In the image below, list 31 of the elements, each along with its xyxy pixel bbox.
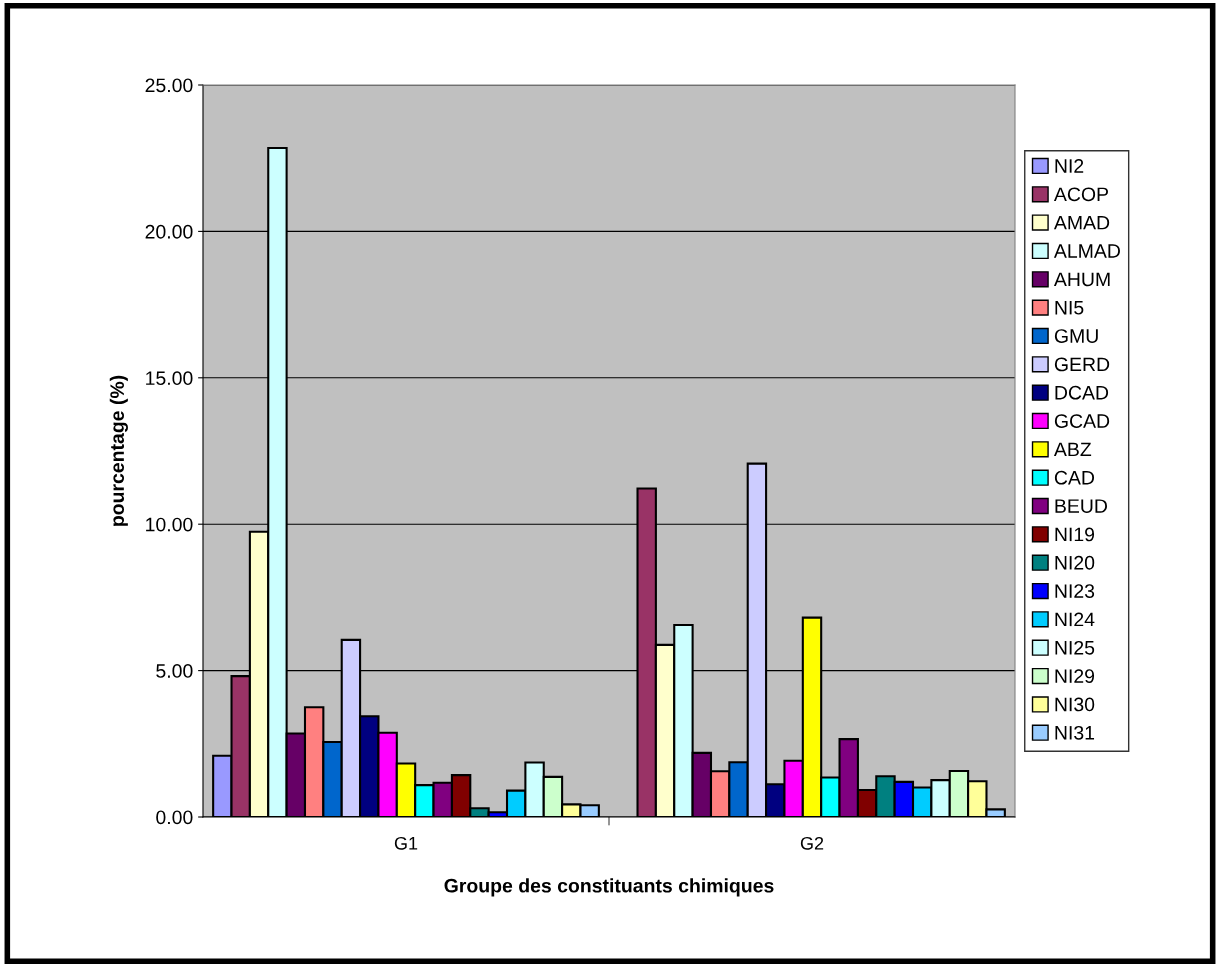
- legend-label: BEUD: [1055, 499, 1107, 513]
- legend-label: NI31: [1055, 725, 1095, 740]
- y-axis-title: pourcentage (%): [109, 375, 128, 526]
- legend-label: DCAD: [1055, 385, 1109, 400]
- legend-label: NI25: [1055, 640, 1095, 655]
- legend-label: NI19: [1055, 527, 1095, 542]
- legend-label: NI30: [1055, 697, 1095, 712]
- y-tick-label: 25.00: [145, 78, 193, 93]
- y-tick-label: 15.00: [146, 371, 193, 386]
- legend-label: ALMAD: [1053, 244, 1120, 258]
- legend-label: NI29: [1055, 669, 1095, 683]
- legend-label: ABZ: [1053, 442, 1092, 457]
- y-tick-label: 5.00: [156, 664, 193, 678]
- x-axis-title: Groupe des constituants chimiques: [444, 878, 774, 897]
- legend-label: CAD: [1054, 470, 1095, 485]
- legend-label: AMAD: [1053, 215, 1110, 230]
- legend-label: AHUM: [1053, 272, 1110, 287]
- x-tick-label: G2: [800, 836, 824, 850]
- legend-label: NI23: [1055, 584, 1095, 598]
- legend-label: NI5: [1055, 301, 1084, 315]
- legend-label: GCAD: [1054, 414, 1110, 428]
- x-tick-label: G1: [394, 836, 418, 850]
- legend-label: GMU: [1054, 329, 1098, 343]
- legend-label: NI20: [1055, 555, 1095, 570]
- y-tick-label: 0.00: [156, 810, 193, 825]
- legend-label: GERD: [1054, 357, 1110, 372]
- y-tick-label: 20.00: [145, 224, 193, 239]
- legend-label: NI24: [1055, 612, 1095, 627]
- y-tick-label: 10.00: [146, 517, 193, 532]
- legend-label: NI2: [1055, 159, 1084, 173]
- legend-label: ACOP: [1053, 187, 1108, 202]
